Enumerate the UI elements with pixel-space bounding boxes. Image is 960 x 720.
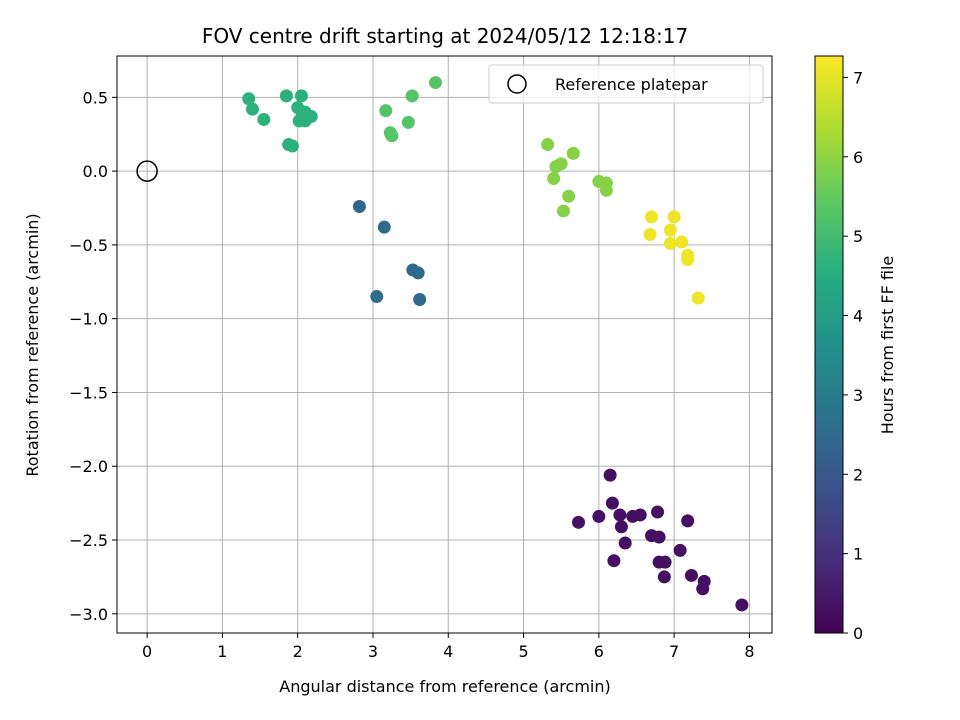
data-point <box>294 89 308 103</box>
x-tick-label: 1 <box>217 642 227 661</box>
x-tick-label: 7 <box>669 642 679 661</box>
legend: Reference platepar <box>488 64 764 104</box>
data-point <box>298 114 312 128</box>
colorbar-ticks: 0 1 2 3 4 5 6 7 <box>843 68 863 643</box>
data-point <box>605 496 619 510</box>
data-point <box>696 582 710 596</box>
colorbar-tick-label: 7 <box>853 68 863 87</box>
x-tick-label: 4 <box>443 642 453 661</box>
data-point <box>428 76 442 90</box>
data-point <box>735 598 749 612</box>
x-axis-label: Angular distance from reference (arcmin) <box>279 677 610 696</box>
data-point <box>377 220 391 234</box>
plot-area-frame <box>116 55 773 634</box>
data-point <box>370 290 384 304</box>
reference-marker-layer <box>136 160 158 182</box>
data-point <box>547 171 561 185</box>
data-point <box>658 555 672 569</box>
data-point <box>652 530 666 544</box>
colorbar-gradient <box>814 55 844 634</box>
colorbar-tick-label: 6 <box>853 148 863 167</box>
colorbar: 0 1 2 3 4 5 6 7 Hours from first FF file <box>814 55 897 643</box>
x-axis-ticks: 0 1 2 3 4 5 6 7 8 <box>142 633 755 661</box>
data-point <box>667 210 681 224</box>
reference-platepar-marker <box>136 160 158 182</box>
x-tick-label: 8 <box>744 642 754 661</box>
data-point <box>352 200 366 214</box>
colorbar-tick-label: 3 <box>853 386 863 405</box>
data-point <box>691 291 705 305</box>
colorbar-tick-label: 1 <box>853 545 863 564</box>
data-point <box>279 89 293 103</box>
data-point <box>592 509 606 523</box>
data-point <box>257 112 271 126</box>
x-tick-label: 2 <box>293 642 303 661</box>
data-point <box>681 514 695 528</box>
legend-entry-reference: Reference platepar <box>555 75 708 94</box>
data-point <box>379 104 393 118</box>
data-point <box>572 515 586 529</box>
data-point <box>242 92 256 106</box>
data-point <box>556 204 570 218</box>
x-tick-label: 0 <box>142 642 152 661</box>
data-point <box>651 505 665 519</box>
y-tick-label: −0.5 <box>69 236 108 255</box>
data-point <box>401 115 415 129</box>
data-point <box>643 228 657 242</box>
y-tick-label: −2.5 <box>69 531 108 550</box>
data-point <box>285 139 299 153</box>
colorbar-tick-label: 5 <box>853 227 863 246</box>
grid-lines <box>117 56 772 633</box>
data-points <box>242 76 749 612</box>
data-point <box>549 160 563 174</box>
x-tick-label: 6 <box>594 642 604 661</box>
data-point <box>566 146 580 160</box>
data-point <box>603 468 617 482</box>
y-axis-label: Rotation from reference (arcmin) <box>23 213 42 476</box>
data-point <box>562 189 576 203</box>
y-tick-label: 0.5 <box>83 88 108 107</box>
data-point <box>411 266 425 280</box>
y-tick-label: −3.0 <box>69 605 108 624</box>
x-tick-label: 3 <box>368 642 378 661</box>
data-point <box>413 292 427 306</box>
x-tick-label: 5 <box>518 642 528 661</box>
data-point <box>405 89 419 103</box>
data-point <box>684 568 698 582</box>
data-point <box>246 102 260 116</box>
data-point <box>673 543 687 557</box>
data-point <box>613 508 627 522</box>
data-point <box>618 536 632 550</box>
chart-title: FOV centre drift starting at 2024/05/12 … <box>202 24 688 48</box>
colorbar-tick-label: 2 <box>853 465 863 484</box>
data-point <box>681 253 695 267</box>
y-tick-label: −1.0 <box>69 310 108 329</box>
data-point <box>645 210 659 224</box>
data-point <box>541 138 555 152</box>
y-tick-label: −1.5 <box>69 383 108 402</box>
y-tick-label: −2.0 <box>69 457 108 476</box>
data-point <box>657 570 671 584</box>
data-point <box>675 235 689 249</box>
data-point <box>385 129 399 143</box>
legend-box <box>488 64 764 104</box>
data-point <box>663 236 677 250</box>
data-point <box>607 554 621 568</box>
data-point <box>599 183 613 197</box>
data-point <box>633 508 647 522</box>
y-tick-label: 0.0 <box>83 162 108 181</box>
data-point <box>614 520 628 534</box>
colorbar-tick-label: 4 <box>853 307 863 326</box>
data-point <box>663 223 677 237</box>
legend-reference-marker <box>507 74 527 94</box>
y-axis-ticks: 0.5 0.0 −0.5 −1.0 −1.5 −2.0 −2.5 −3.0 <box>69 88 117 624</box>
colorbar-tick-label: 0 <box>853 624 863 643</box>
colorbar-label: Hours from first FF file <box>878 256 897 435</box>
